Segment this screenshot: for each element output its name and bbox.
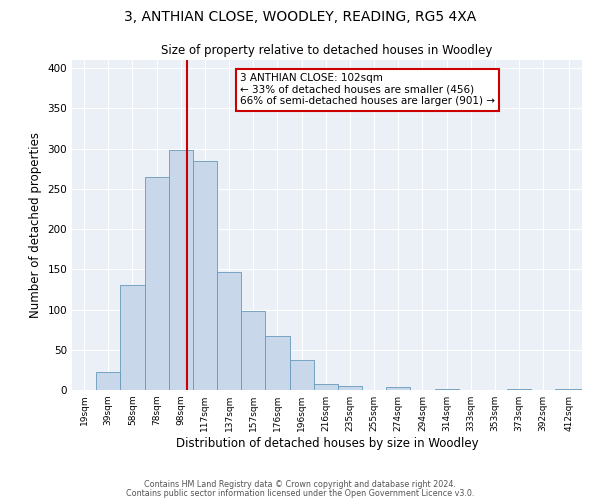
Text: Contains public sector information licensed under the Open Government Licence v3: Contains public sector information licen… xyxy=(126,489,474,498)
X-axis label: Distribution of detached houses by size in Woodley: Distribution of detached houses by size … xyxy=(176,437,478,450)
Bar xyxy=(314,384,338,390)
Text: Contains HM Land Registry data © Crown copyright and database right 2024.: Contains HM Land Registry data © Crown c… xyxy=(144,480,456,489)
Bar xyxy=(386,387,410,390)
Bar xyxy=(193,160,217,390)
Bar xyxy=(241,311,265,390)
Bar xyxy=(338,386,362,390)
Bar xyxy=(121,286,145,390)
Bar xyxy=(265,336,290,390)
Y-axis label: Number of detached properties: Number of detached properties xyxy=(29,132,42,318)
Bar xyxy=(434,389,458,390)
Bar xyxy=(556,389,582,390)
Bar xyxy=(145,176,169,390)
Bar xyxy=(507,389,531,390)
Bar xyxy=(169,150,193,390)
Text: 3 ANTHIAN CLOSE: 102sqm
← 33% of detached houses are smaller (456)
66% of semi-d: 3 ANTHIAN CLOSE: 102sqm ← 33% of detache… xyxy=(240,73,496,106)
Text: 3, ANTHIAN CLOSE, WOODLEY, READING, RG5 4XA: 3, ANTHIAN CLOSE, WOODLEY, READING, RG5 … xyxy=(124,10,476,24)
Title: Size of property relative to detached houses in Woodley: Size of property relative to detached ho… xyxy=(161,44,493,58)
Bar xyxy=(290,360,314,390)
Bar xyxy=(217,272,241,390)
Bar xyxy=(96,372,121,390)
